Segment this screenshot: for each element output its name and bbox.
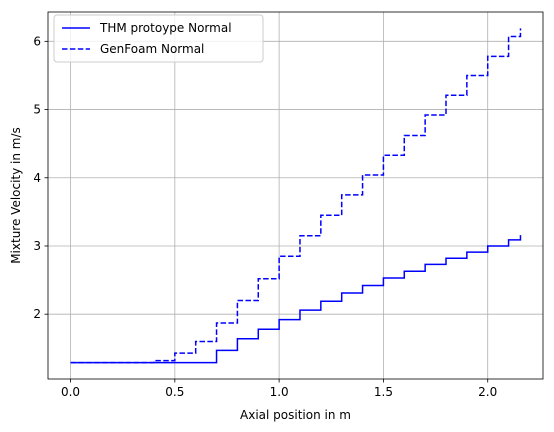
legend-box xyxy=(53,14,264,63)
legend: THM protoype Normal GenFoam Normal xyxy=(53,14,264,63)
plot-frame xyxy=(47,11,544,380)
series-line-thm-protoype-normal xyxy=(70,235,522,364)
legend-label-thm-protoype-normal: THM protoype Normal xyxy=(99,21,232,35)
x-tick-label: 0.5 xyxy=(165,385,184,399)
x-axis-label: Axial position in m xyxy=(240,408,351,422)
y-tick-label: 2 xyxy=(33,307,41,321)
y-axis-label: Mixture Velocity in m/s xyxy=(9,127,23,264)
x-tick-label: 1.0 xyxy=(270,385,289,399)
grid xyxy=(48,12,543,379)
y-tick-label: 4 xyxy=(33,171,41,185)
x-tick-label: 2.0 xyxy=(478,385,497,399)
y-tick-label: 6 xyxy=(33,34,41,48)
legend-label-genfoam-normal: GenFoam Normal xyxy=(100,42,204,56)
plot-lines xyxy=(70,28,522,364)
y-tick-label: 3 xyxy=(33,239,41,253)
axis-ticks: 0.0 0.5 1.0 1.5 2.0 2 3 4 5 6 xyxy=(33,34,497,399)
y-tick-label: 5 xyxy=(33,103,41,117)
series-line-genfoam-normal xyxy=(70,28,522,364)
x-tick-label: 1.5 xyxy=(374,385,393,399)
x-tick-label: 0.0 xyxy=(61,385,80,399)
